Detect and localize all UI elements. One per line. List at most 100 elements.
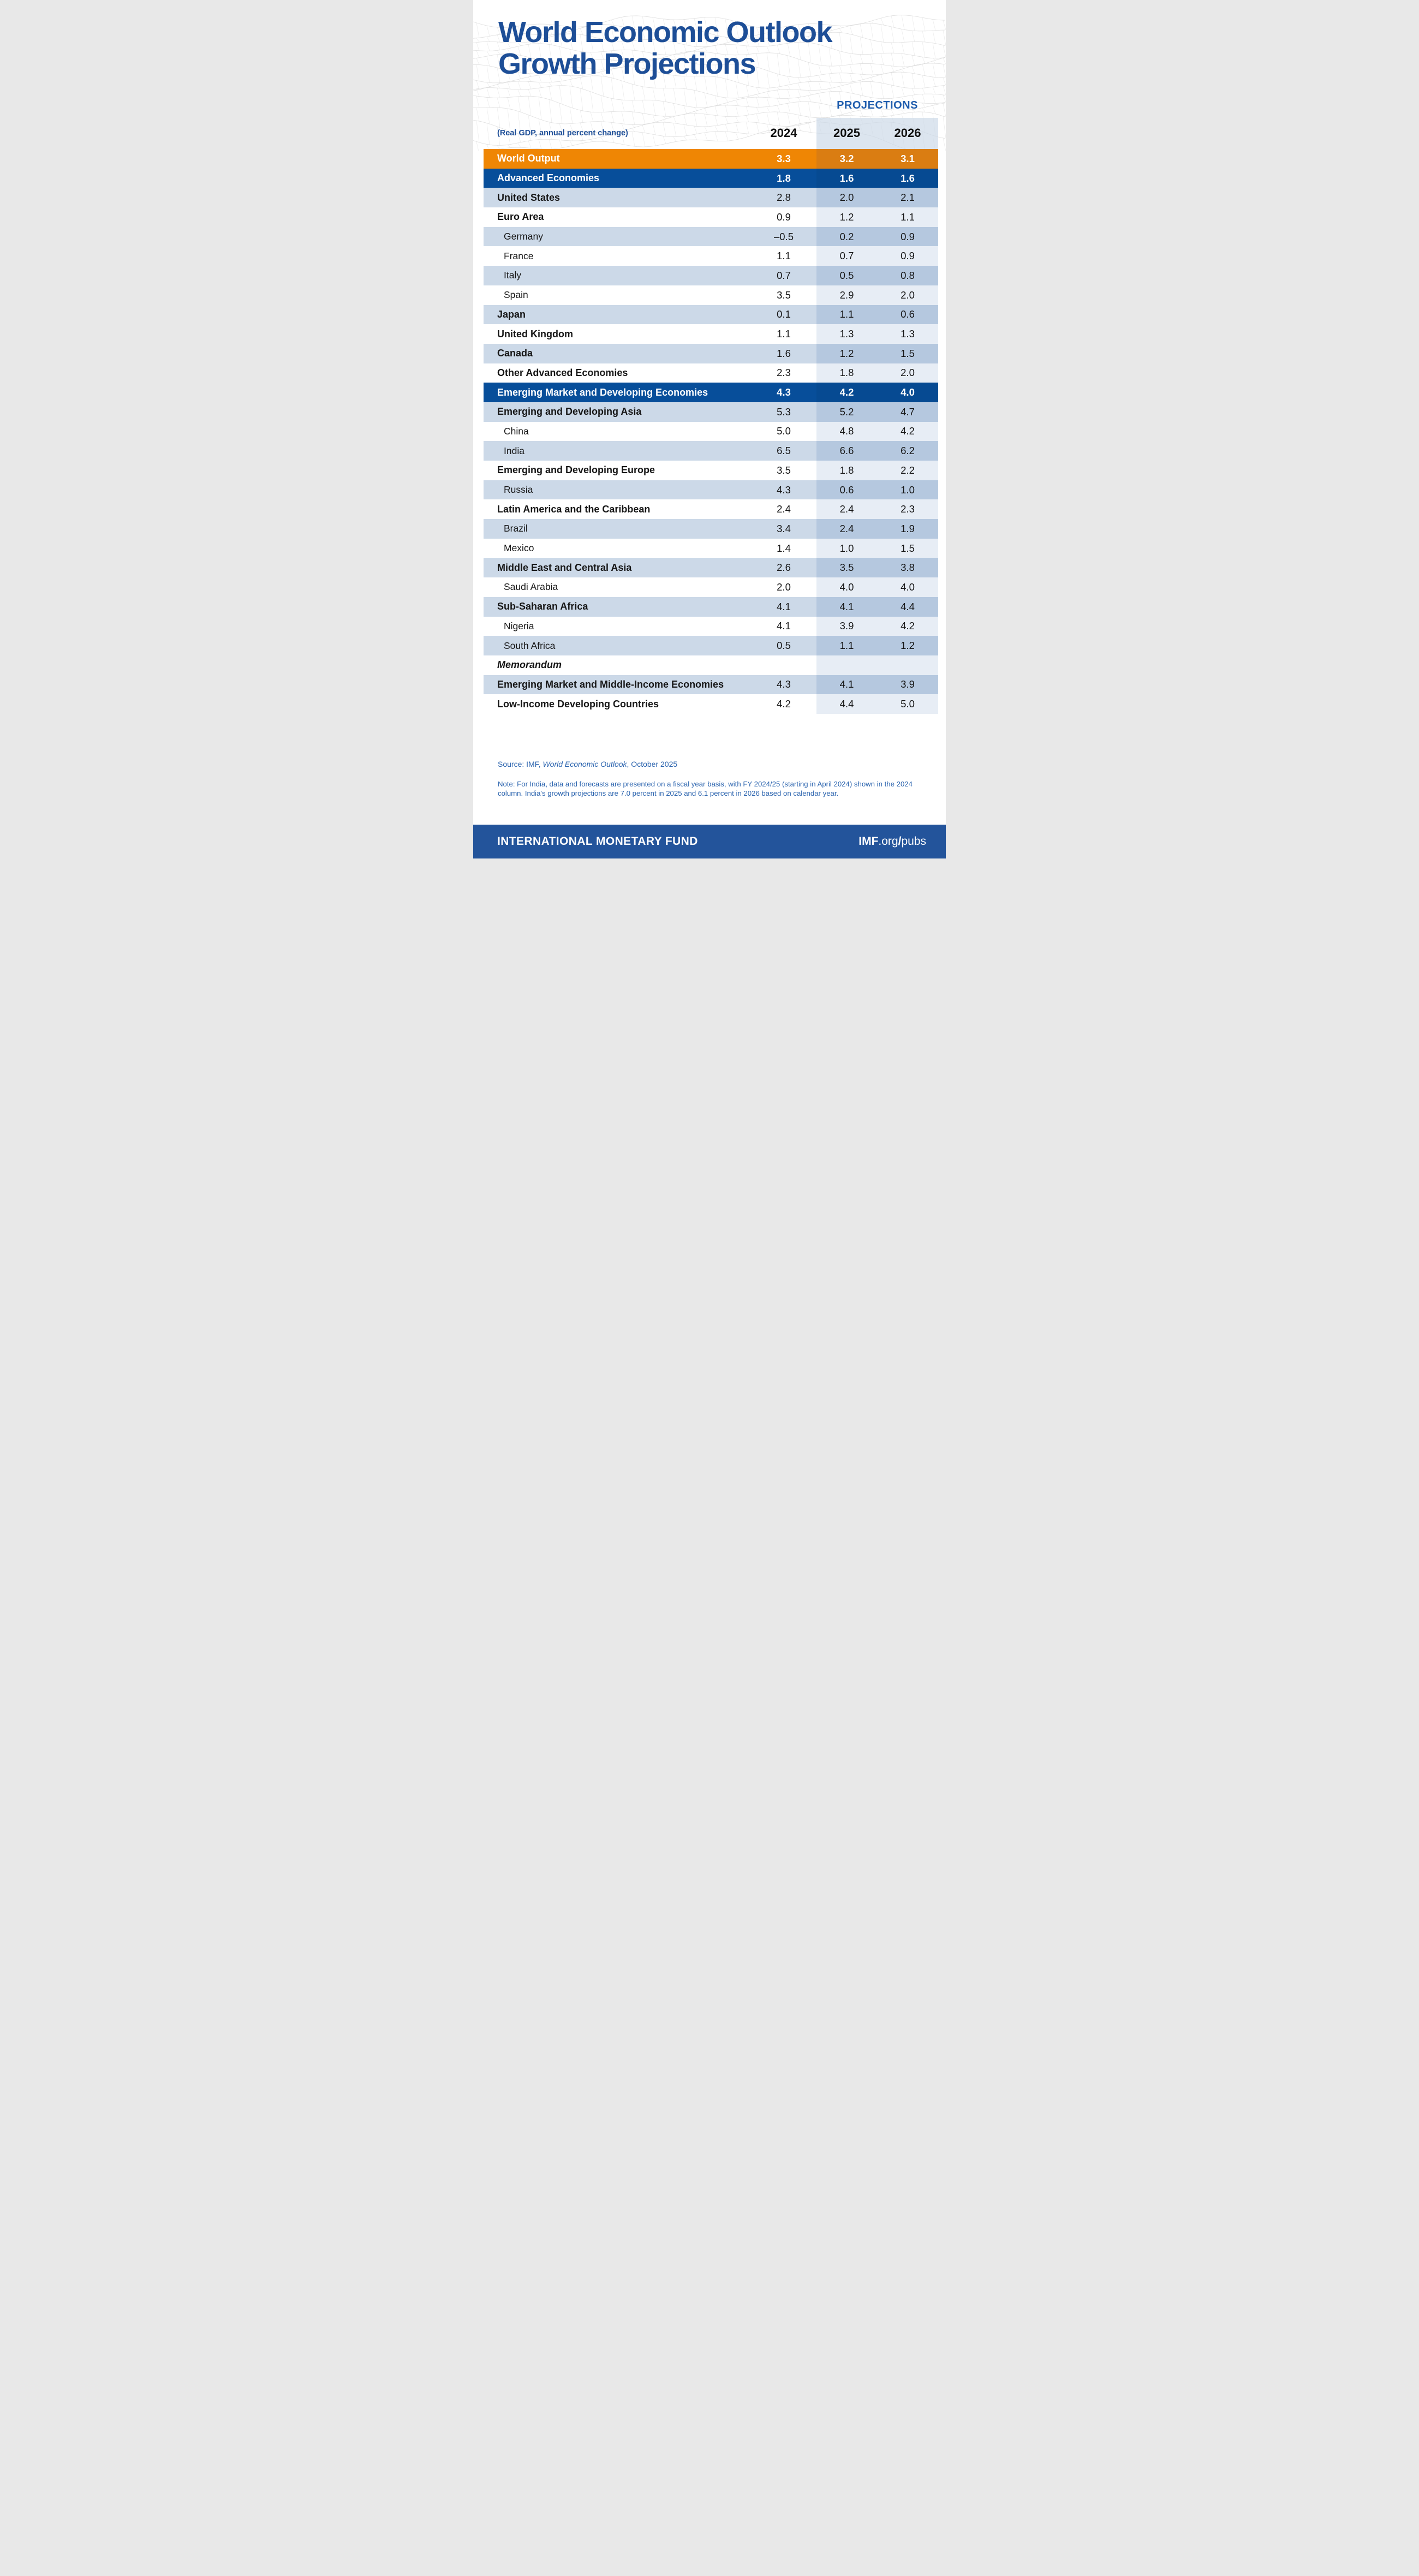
row-label-cell: Emerging Market and Developing Economies bbox=[484, 387, 751, 398]
value-cell-2024: 1.1 bbox=[777, 328, 791, 340]
value-cell-2026: 4.0 bbox=[901, 581, 915, 593]
projection-columns-tint bbox=[816, 694, 938, 714]
row-label: Emerging Market and Developing Economies bbox=[497, 386, 708, 398]
projection-columns-tint bbox=[816, 636, 938, 655]
row-label: Other Advanced Economies bbox=[497, 367, 628, 378]
table-row: Russia 4.3 0.6 1.0 bbox=[484, 480, 938, 500]
row-label: India bbox=[504, 445, 524, 456]
value-cell-2026: 0.6 bbox=[901, 308, 915, 320]
value-cell-2026: 3.8 bbox=[901, 562, 915, 574]
projection-columns-tint bbox=[816, 461, 938, 480]
footer-bar: INTERNATIONAL MONETARY FUND IMF.org/pubs bbox=[473, 825, 946, 858]
projection-columns-tint bbox=[816, 538, 938, 558]
value-cell-2026: 1.9 bbox=[901, 522, 915, 534]
row-label: World Output bbox=[497, 153, 560, 164]
row-label: Emerging Market and Middle-Income Econom… bbox=[497, 678, 724, 690]
projection-columns-tint bbox=[816, 343, 938, 363]
row-label-cell: Euro Area bbox=[484, 211, 751, 223]
table-header-row: (Real GDP, annual percent change) 2024 2… bbox=[484, 122, 938, 144]
value-cell-2024: 3.5 bbox=[777, 289, 791, 301]
row-label: Mexico bbox=[504, 542, 534, 554]
value-cell-2024: 1.4 bbox=[777, 542, 791, 554]
table-row: Germany –0.5 0.2 0.9 bbox=[484, 226, 938, 247]
projections-highlight-band bbox=[816, 118, 938, 150]
value-cell-2025: 4.4 bbox=[839, 698, 854, 710]
value-cell-2024: 4.3 bbox=[777, 484, 791, 496]
row-label: Russia bbox=[504, 484, 533, 496]
row-label-cell: Nigeria bbox=[484, 621, 751, 632]
value-cell-2025: 1.3 bbox=[839, 328, 854, 340]
row-label: Sub-Saharan Africa bbox=[497, 601, 588, 612]
value-cell-2024: 2.6 bbox=[777, 562, 791, 574]
value-cell-2025: 1.0 bbox=[839, 542, 854, 554]
footer-org-name: INTERNATIONAL MONETARY FUND bbox=[497, 835, 698, 848]
row-label-cell: United States bbox=[484, 192, 751, 204]
table-row: Italy 0.7 0.5 0.8 bbox=[484, 266, 938, 285]
value-cell-2024: 3.3 bbox=[777, 152, 791, 164]
value-cell-2025: 1.1 bbox=[839, 308, 854, 320]
row-label: Low-Income Developing Countries bbox=[497, 698, 659, 709]
page-title: World Economic Outlook Growth Projections bbox=[498, 16, 833, 80]
value-cell-2026: 1.3 bbox=[901, 328, 915, 340]
value-cell-2024: 5.3 bbox=[777, 406, 791, 418]
value-cell-2026: 1.0 bbox=[901, 484, 915, 496]
value-cell-2024: 2.4 bbox=[777, 503, 791, 515]
projection-columns-tint bbox=[816, 207, 938, 227]
value-cell-2024: 0.5 bbox=[777, 640, 791, 652]
projection-columns-tint bbox=[816, 402, 938, 422]
value-cell-2026: 3.9 bbox=[901, 678, 915, 690]
value-cell-2026: 1.2 bbox=[901, 640, 915, 652]
row-label-cell: France bbox=[484, 251, 751, 262]
table-row: Saudi Arabia 2.0 4.0 4.0 bbox=[484, 577, 938, 597]
projection-columns-tint bbox=[816, 305, 938, 325]
value-cell-2025: 3.2 bbox=[839, 152, 854, 164]
table-row: Memorandum bbox=[484, 655, 938, 675]
value-cell-2025: 4.8 bbox=[839, 425, 854, 437]
value-cell-2025: 2.9 bbox=[839, 289, 854, 301]
value-cell-2025: 1.8 bbox=[839, 367, 854, 379]
value-cell-2024: 2.0 bbox=[777, 581, 791, 593]
row-label-cell: Emerging and Developing Europe bbox=[484, 464, 751, 476]
value-cell-2026: 0.9 bbox=[901, 230, 915, 242]
table-row: Brazil 3.4 2.4 1.9 bbox=[484, 519, 938, 539]
row-label: Emerging and Developing Europe bbox=[497, 464, 655, 476]
table-row: United States 2.8 2.0 2.1 bbox=[484, 188, 938, 208]
table-row: Middle East and Central Asia 2.6 3.5 3.8 bbox=[484, 558, 938, 578]
value-cell-2025: 2.4 bbox=[839, 503, 854, 515]
projection-columns-tint bbox=[816, 577, 938, 597]
row-label: Brazil bbox=[504, 523, 528, 534]
projection-columns-tint bbox=[816, 324, 938, 344]
row-label-cell: India bbox=[484, 445, 751, 457]
brand-slash: / bbox=[898, 835, 902, 848]
row-label-cell: Brazil bbox=[484, 523, 751, 534]
row-label: United Kingdom bbox=[497, 328, 573, 339]
value-cell-2026: 1.5 bbox=[901, 542, 915, 554]
row-label: China bbox=[504, 425, 529, 437]
value-cell-2026: 2.3 bbox=[901, 503, 915, 515]
row-label: Euro Area bbox=[497, 211, 544, 223]
value-cell-2025: 1.6 bbox=[839, 172, 854, 184]
value-cell-2025: 2.0 bbox=[839, 192, 854, 204]
table-row: Low-Income Developing Countries 4.2 4.4 5.0 bbox=[484, 694, 938, 714]
value-cell-2024: 1.8 bbox=[777, 172, 791, 184]
value-cell-2025: 1.1 bbox=[839, 640, 854, 652]
row-label-cell: Emerging and Developing Asia bbox=[484, 406, 751, 418]
row-label-cell: Japan bbox=[484, 309, 751, 320]
value-cell-2025: 0.7 bbox=[839, 250, 854, 262]
value-cell-2024: 1.1 bbox=[777, 250, 791, 262]
value-cell-2025: 6.6 bbox=[839, 445, 854, 457]
value-cell-2026: 4.2 bbox=[901, 425, 915, 437]
row-label-cell: World Output bbox=[484, 153, 751, 164]
projection-columns-tint bbox=[816, 519, 938, 539]
value-cell-2025: 3.5 bbox=[839, 562, 854, 574]
value-cell-2025: 0.2 bbox=[839, 230, 854, 242]
value-cell-2026: 6.2 bbox=[901, 445, 915, 457]
table-row: World Output 3.3 3.2 3.1 bbox=[484, 149, 938, 169]
row-label: Memorandum bbox=[497, 659, 562, 671]
weo-growth-projections-poster: World Economic Outlook Growth Projections… bbox=[473, 0, 946, 858]
value-cell-2024: 3.5 bbox=[777, 464, 791, 476]
value-cell-2024: 4.3 bbox=[777, 678, 791, 690]
row-label: Germany bbox=[504, 231, 543, 242]
projection-columns-tint bbox=[816, 480, 938, 500]
table-row: Emerging and Developing Asia 5.3 5.2 4.7 bbox=[484, 402, 938, 422]
